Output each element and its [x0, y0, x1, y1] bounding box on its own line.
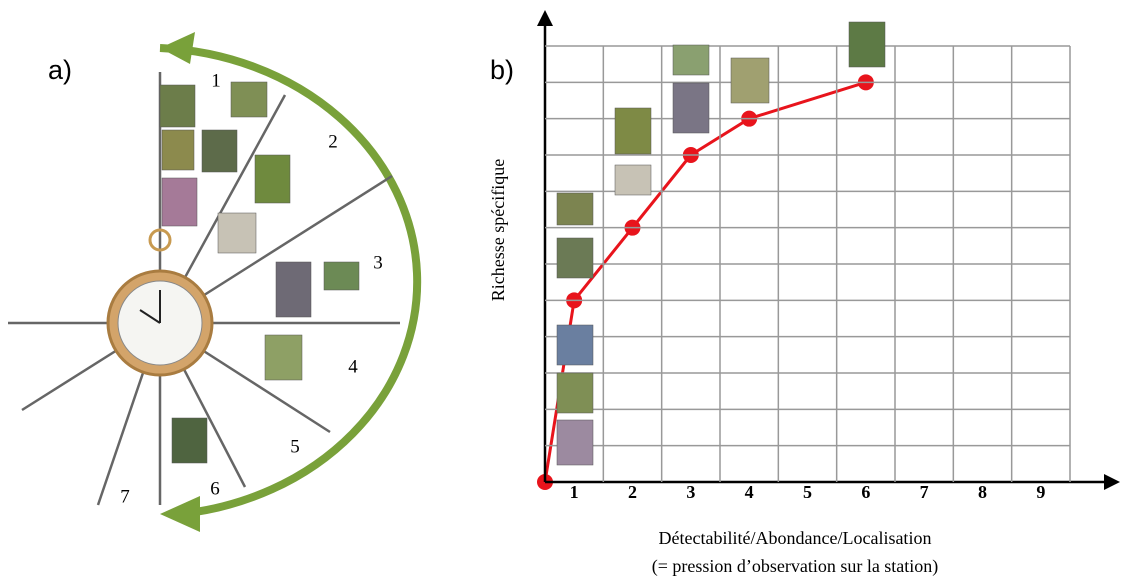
sector-number: 5 — [290, 436, 300, 457]
x-axis-label: Détectabilité/Abondance/Localisation — [659, 528, 932, 548]
sector-number: 7 — [120, 486, 130, 507]
x-tick-label: 3 — [686, 482, 695, 502]
sector-number: 2 — [328, 131, 338, 152]
x-tick-label: 6 — [861, 482, 870, 502]
arrow-head — [160, 496, 200, 532]
panel-a: a) — [8, 32, 417, 532]
photos — [557, 22, 885, 465]
figure: a) — [0, 0, 1129, 585]
x-tick-label: 1 — [570, 482, 579, 502]
x-tick-label: 7 — [920, 482, 929, 502]
sector-number: 6 — [210, 478, 220, 499]
x-axis-label: (= pression d’observation sur la station… — [652, 556, 939, 577]
x-tick-label: 2 — [628, 482, 637, 502]
x-tick-label: 9 — [1036, 482, 1045, 502]
panel-label: b) — [490, 55, 514, 85]
panel-label: a) — [48, 55, 72, 85]
x-tick-label: 8 — [978, 482, 987, 502]
panel-b: b) Richesse spécifique Détectabilité/Abo… — [488, 10, 1120, 577]
x-tick-label: 5 — [803, 482, 812, 502]
x-tick-label: 4 — [745, 482, 754, 502]
sector-number: 3 — [373, 252, 383, 273]
sector-number: 1 — [211, 70, 221, 91]
sector-number: 4 — [348, 356, 358, 377]
y-axis-label: Richesse spécifique — [488, 159, 508, 301]
arrow-tail — [160, 32, 195, 64]
